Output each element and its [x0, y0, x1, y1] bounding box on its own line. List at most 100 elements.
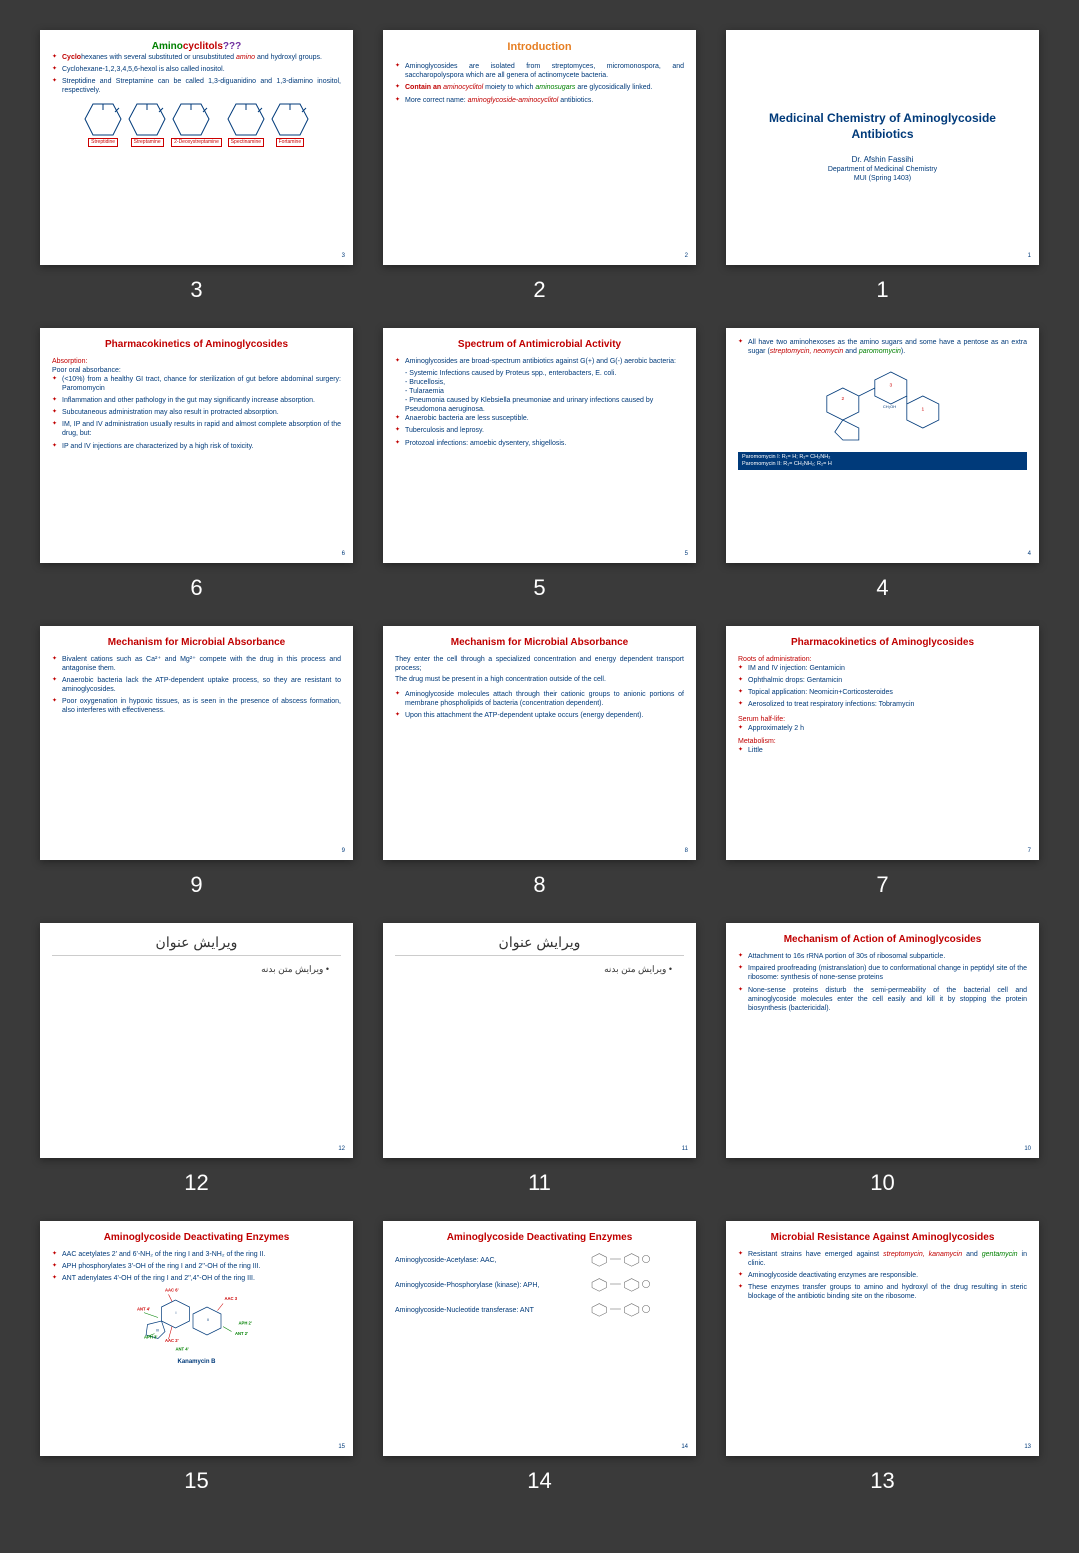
slide-title: Aminoglycoside Deactivating Enzymes [52, 1231, 341, 1244]
slide-cell[interactable]: Mechanism of Action of AminoglycosidesAt… [726, 923, 1039, 1196]
page-number: 5 [685, 551, 688, 559]
bullet-item: Ophthalmic drops: Gentamicin [738, 676, 1027, 685]
bullet-item: - Systemic Infections caused by Proteus … [395, 369, 684, 378]
slide-thumbnail[interactable]: Spectrum of Antimicrobial Activity Aminog… [383, 328, 696, 563]
slide-cell[interactable]: Medicinal Chemistry of Aminoglycoside An… [726, 30, 1039, 303]
page-number: 4 [1028, 551, 1031, 559]
page-number: 15 [338, 1444, 345, 1452]
bullet-item: Aminoglycosides are broad-spectrum antib… [395, 357, 684, 366]
svg-text:AAC 3: AAC 3 [225, 1296, 238, 1301]
slide-cell[interactable]: Pharmacokinetics of AminoglycosidesRoots… [726, 626, 1039, 899]
svg-text:1: 1 [921, 406, 924, 412]
slide-number-label: 11 [528, 1170, 551, 1196]
bullet-item: Attachment to 16s rRNA portion of 30s of… [738, 952, 1027, 961]
slide-thumbnail[interactable]: Pharmacokinetics of AminoglycosidesAbsor… [40, 328, 353, 563]
rtl-title: ویرایش عنوان [52, 933, 341, 956]
slide-thumbnail[interactable]: ویرایش عنوان • ویرایش متن بدنه12 [40, 923, 353, 1158]
enzyme-row: Aminoglycoside-Phosphorylase (kinase): A… [395, 1275, 684, 1296]
slide-cell[interactable]: Mechanism for Microbial AbsorbanceBivale… [40, 626, 353, 899]
slide-thumbnail[interactable]: Aminocyclitols???Cyclohexanes with sever… [40, 30, 353, 265]
svg-text:CH₂OH: CH₂OH [882, 404, 895, 409]
slide-number-label: 4 [876, 575, 888, 601]
bullet-item: Inflammation and other pathology in the … [52, 396, 341, 405]
bullet-item: Resistant strains have emerged against s… [738, 1250, 1027, 1268]
slide-thumbnail[interactable]: Medicinal Chemistry of Aminoglycoside An… [726, 30, 1039, 265]
svg-text:AAC 6': AAC 6' [165, 1288, 179, 1293]
structure-footer: Paromomycin I: R₁= H; R₂= CH₂NH₂ Paromom… [738, 452, 1027, 470]
slide-number-label: 2 [533, 277, 545, 303]
inst: MUI (Spring 1403) [854, 174, 911, 183]
slide-thumbnail[interactable]: Aminoglycoside Deactivating EnzymesAmino… [383, 1221, 696, 1456]
bullet-item: Aminoglycoside molecules attach through … [395, 690, 684, 708]
slide-thumbnail[interactable]: Mechanism of Action of AminoglycosidesAt… [726, 923, 1039, 1158]
slide-cell[interactable]: Microbial Resistance Against Aminoglycos… [726, 1221, 1039, 1494]
page-number: 8 [685, 848, 688, 856]
bullet-item: Impaired proofreading (mistranslation) d… [738, 964, 1027, 982]
slide-cell[interactable]: Pharmacokinetics of AminoglycosidesAbsor… [40, 328, 353, 601]
slide-number-label: 7 [876, 872, 888, 898]
page-number: 13 [1024, 1444, 1031, 1452]
svg-text:AAC 2': AAC 2' [165, 1338, 179, 1343]
bullet-item: Contain an aminocyclitol moiety to which… [395, 83, 684, 92]
bullet-item: - Pneumonia caused by Klebsiella pneumon… [395, 396, 684, 414]
slide-title: Aminocyclitols??? [52, 40, 341, 53]
svg-text:ANT 4': ANT 4' [137, 1307, 150, 1312]
svg-text:I: I [176, 1311, 177, 1315]
slide-thumbnail[interactable]: Mechanism for Microbial AbsorbanceBivale… [40, 626, 353, 861]
slide-cell[interactable]: All have two aminohexoses as the amino s… [726, 328, 1039, 601]
bullet-item: IP and IV injections are characterized b… [52, 442, 341, 451]
bullet-item: Tuberculosis and leprosy. [395, 426, 684, 435]
svg-text:ANT 4': ANT 4' [176, 1347, 189, 1352]
slide-thumbnail[interactable]: Microbial Resistance Against Aminoglycos… [726, 1221, 1039, 1456]
slide-title: Spectrum of Antimicrobial Activity [395, 338, 684, 351]
bullet-item: These enzymes transfer groups to amino a… [738, 1283, 1027, 1301]
svg-text:APH 3': APH 3' [144, 1335, 157, 1340]
page-number: 2 [685, 253, 688, 261]
enzyme-row: Aminoglycoside-Acetylase: AAC, [395, 1250, 684, 1271]
slide-cell[interactable]: Aminoglycoside Deactivating EnzymesAmino… [383, 1221, 696, 1494]
slide-number-label: 5 [533, 575, 545, 601]
diagram-label: Kanamycin B [52, 1359, 341, 1367]
bullet-item: Protozoal infections: amoebic dysentery,… [395, 439, 684, 448]
dept: Department of Medicinal Chemistry [828, 165, 937, 174]
page-number: 12 [338, 1146, 345, 1154]
slide-thumbnail[interactable]: All have two aminohexoses as the amino s… [726, 328, 1039, 563]
slide-thumbnail[interactable]: Pharmacokinetics of AminoglycosidesRoots… [726, 626, 1039, 861]
svg-text:III: III [156, 1329, 159, 1333]
slide-cell[interactable]: Mechanism for Microbial AbsorbanceThey e… [383, 626, 696, 899]
slide-number-label: 10 [870, 1170, 894, 1196]
intro-text: The drug must be present in a high conce… [395, 675, 684, 684]
slide-cell[interactable]: ویرایش عنوان • ویرایش متن بدنه11 11 [383, 923, 696, 1196]
page-number: 3 [342, 253, 345, 261]
slide-cell[interactable]: Aminocyclitols???Cyclohexanes with sever… [40, 30, 353, 303]
slide-cell[interactable]: Aminoglycoside Deactivating EnzymesAAC a… [40, 1221, 353, 1494]
slide-cell[interactable]: Spectrum of Antimicrobial Activity Aminog… [383, 328, 696, 601]
subheading: Serum half-life: [738, 715, 1027, 724]
bullet-item: Aminoglycosides are isolated from strept… [395, 62, 684, 80]
intro-text: They enter the cell through a specialize… [395, 655, 684, 673]
chemical-structure: 2 3 1 CH₂OH [760, 364, 1006, 444]
bullet-item: Topical application: Neomicin+Corticoste… [738, 688, 1027, 697]
bullet-item: Bivalent cations such as Ca²⁺ and Mg²⁺ c… [52, 655, 341, 673]
slide-thumbnail[interactable]: Aminoglycoside Deactivating EnzymesAAC a… [40, 1221, 353, 1456]
structure-diagram: StreptidineStreptamine2-Deoxystreptamine… [52, 98, 341, 151]
bullet-item: Little [738, 746, 1027, 755]
bullet-item: Approximately 2 h [738, 724, 1027, 733]
bullet-item: - Tularaemia [395, 387, 684, 396]
rtl-title: ویرایش عنوان [395, 933, 684, 956]
slide-thumbnail[interactable]: ویرایش عنوان • ویرایش متن بدنه11 [383, 923, 696, 1158]
slide-cell[interactable]: IntroductionAminoglycosides are isolated… [383, 30, 696, 303]
slide-number-label: 14 [527, 1468, 551, 1494]
page-number: 10 [1024, 1146, 1031, 1154]
svg-text:APH 2': APH 2' [239, 1321, 252, 1326]
bullet-item: Aminoglycoside deactivating enzymes are … [738, 1271, 1027, 1280]
subheading: Poor oral absorbance: [52, 366, 341, 375]
slide-thumbnail[interactable]: IntroductionAminoglycosides are isolated… [383, 30, 696, 265]
slide-cell[interactable]: ویرایش عنوان • ویرایش متن بدنه1212 [40, 923, 353, 1196]
slide-title: Pharmacokinetics of Aminoglycosides [738, 636, 1027, 649]
bullet-item: All have two aminohexoses as the amino s… [738, 338, 1027, 356]
slide-number-label: 15 [184, 1468, 208, 1494]
bullet-item: None-sense proteins disturb the semi-per… [738, 986, 1027, 1013]
slide-thumbnail[interactable]: Mechanism for Microbial AbsorbanceThey e… [383, 626, 696, 861]
svg-text:2: 2 [841, 396, 844, 402]
